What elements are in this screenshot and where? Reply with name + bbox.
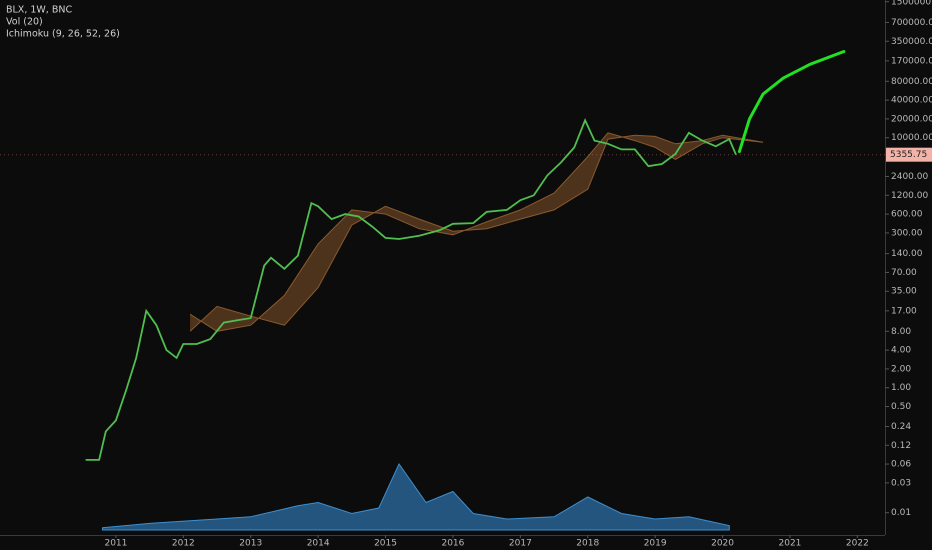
y-tick-label: 10000.00	[891, 133, 932, 143]
x-tick-label: 2016	[441, 539, 464, 549]
x-tick-label: 2020	[711, 539, 734, 549]
y-tick-label: 300.00	[891, 228, 923, 238]
x-tick-label: 2015	[374, 539, 397, 549]
price-line	[85, 118, 737, 461]
y-tick-label: 140.00	[891, 249, 923, 259]
cloud-span	[189, 134, 764, 332]
y-tick-label: 600.00	[891, 210, 923, 220]
y-tick-label: 40000.00	[891, 96, 932, 106]
y-tick-label: 8.00	[891, 327, 911, 337]
last-price-box	[886, 147, 932, 162]
indicator-label: Ichimoku (9, 26, 52, 26)	[6, 29, 120, 40]
indicator-label: Vol (20)	[6, 17, 43, 28]
x-tick-label: 2011	[104, 539, 127, 549]
y-tick-label: 0.12	[891, 441, 911, 451]
y-tick-label: 1500000.00	[891, 0, 932, 7]
y-tick-label: 80000.00	[891, 77, 932, 87]
y-tick-label: 0.01	[891, 508, 911, 518]
y-tick-label: 2.00	[891, 364, 911, 374]
x-tick-label: 2013	[239, 539, 262, 549]
y-tick-label: 20000.00	[891, 114, 932, 124]
x-tick-label: 2012	[172, 539, 195, 549]
x-tick-label: 2019	[644, 539, 667, 549]
x-tick-label: 2022	[846, 539, 869, 549]
y-tick-label: 700000.00	[891, 18, 932, 28]
y-tick-label: 1.00	[891, 383, 911, 393]
last-price-label: 5355.75	[890, 150, 927, 160]
y-tick-label: 0.03	[891, 478, 911, 488]
x-tick-label: 2018	[576, 539, 599, 549]
y-tick-label: 70.00	[891, 268, 917, 278]
y-tick-label: 17.00	[891, 306, 917, 316]
y-tick-label: 0.50	[891, 402, 911, 412]
y-tick-label: 170000.00	[891, 56, 932, 66]
y-tick-label: 0.24	[891, 422, 911, 432]
projection-curve	[737, 50, 846, 154]
x-tick-label: 2014	[307, 539, 330, 549]
y-tick-label: 35.00	[891, 287, 917, 297]
y-tick-label: 0.06	[891, 460, 911, 470]
chart-title: BLX, 1W, BNC	[6, 5, 72, 16]
volume-area	[101, 462, 730, 531]
y-tick-label: 2400.00	[891, 172, 928, 182]
y-tick-label: 4.00	[891, 346, 911, 356]
y-tick-label: 1200.00	[891, 191, 928, 201]
x-tick-label: 2017	[509, 539, 532, 549]
x-tick-label: 2021	[779, 539, 802, 549]
y-tick-label: 350000.00	[891, 37, 932, 47]
